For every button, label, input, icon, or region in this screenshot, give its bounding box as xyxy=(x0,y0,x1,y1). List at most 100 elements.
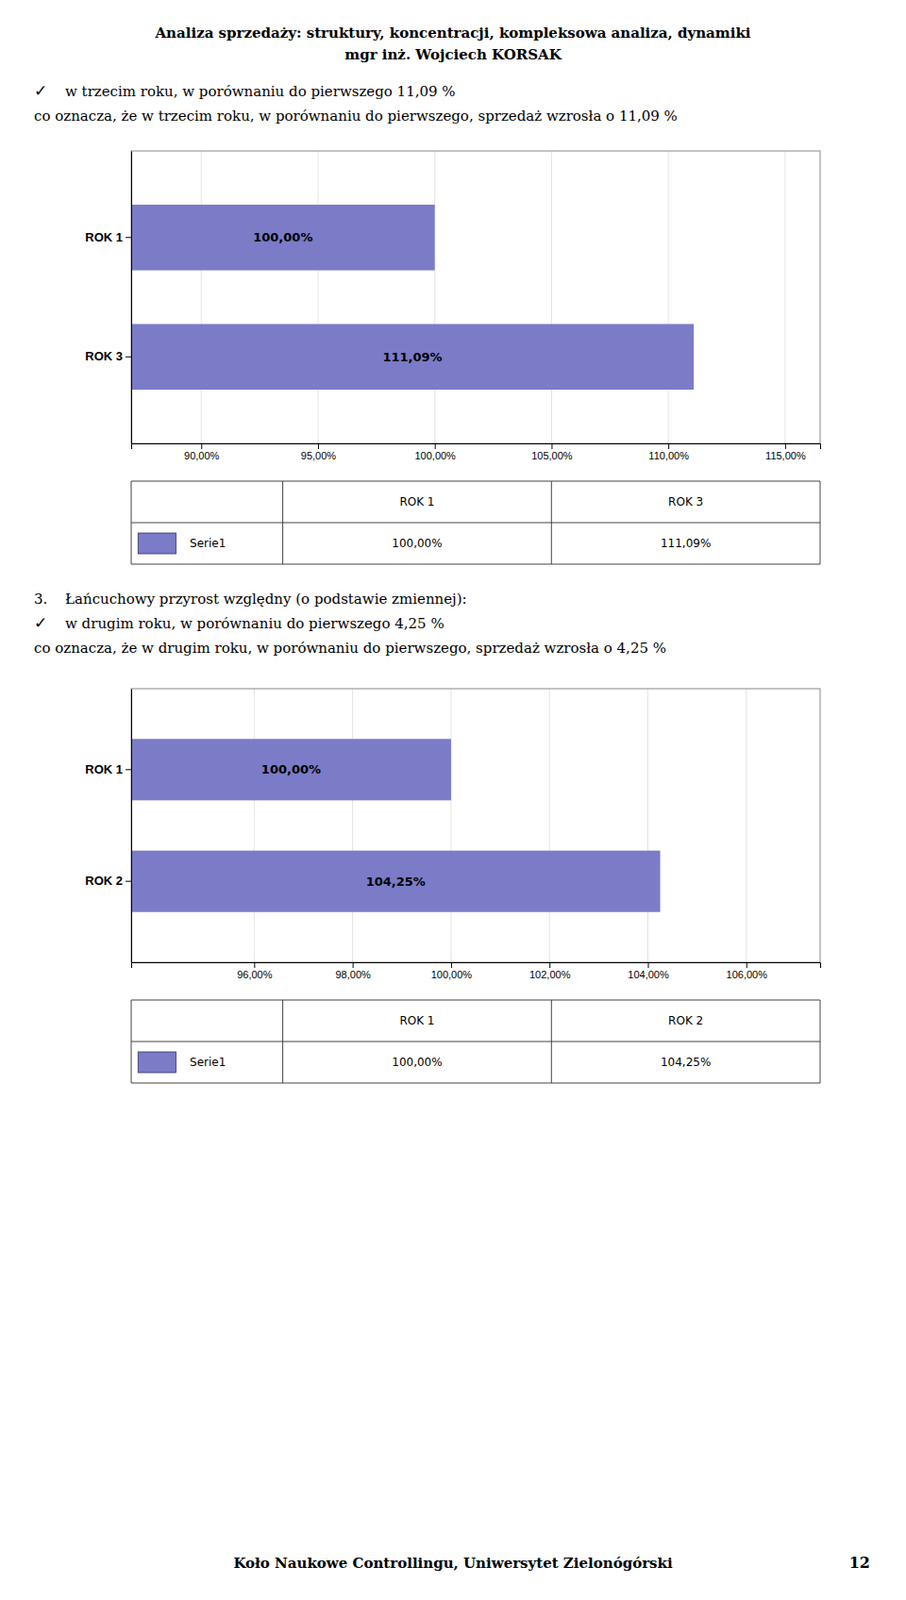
axis-domain xyxy=(132,963,822,970)
footer: Koło Naukowe Controllingu, Uniwersytet Z… xyxy=(233,1555,673,1573)
grid-line xyxy=(745,688,747,963)
legend-swatch xyxy=(137,1052,176,1074)
x-axis: 96,00% 98,00% 100,00% 102,00% 104,00% 106,00% xyxy=(132,962,822,981)
tick-mark xyxy=(352,962,354,969)
x-tick: 100,00% xyxy=(431,962,473,981)
grid xyxy=(253,688,746,963)
grid-line xyxy=(352,688,353,963)
x-axis: 90,00% 95,00% 100,00% 105,00% 110,00% 115,00% xyxy=(132,443,822,462)
x-tick: 110,00% xyxy=(648,443,689,462)
data-label: 111,09% xyxy=(382,350,442,365)
tick-label: 102,00% xyxy=(529,969,571,981)
bar xyxy=(131,323,694,390)
grid-line xyxy=(549,688,551,963)
plot-frame xyxy=(131,688,821,963)
legend-swatch xyxy=(137,533,176,554)
plot-frame xyxy=(131,151,821,444)
grid-line xyxy=(668,151,670,444)
tick-label: 90,00% xyxy=(184,450,220,462)
x-tick: 90,00% xyxy=(184,443,220,462)
grid-line xyxy=(317,151,319,444)
x-tick: 115,00% xyxy=(765,443,806,462)
tick-mark xyxy=(451,962,453,969)
legend-label: Serie1 xyxy=(189,1056,226,1070)
tick-label: 104,00% xyxy=(627,969,670,981)
bars xyxy=(131,204,694,390)
table-border xyxy=(551,1000,553,1084)
grid-line xyxy=(784,151,786,444)
tick-mark xyxy=(125,769,132,771)
table-border xyxy=(131,481,821,483)
legend-label: Serie1 xyxy=(189,536,226,551)
data-label: 104,25% xyxy=(366,874,426,890)
bar xyxy=(131,851,661,913)
x-tick: 105,00% xyxy=(531,443,573,462)
tick-mark xyxy=(551,443,553,450)
y-axis: ROK 2ROK 1 xyxy=(84,689,132,964)
x-tick: 95,00% xyxy=(301,443,337,462)
annotation: w drugim roku, w porównaniu do pierwszeg… xyxy=(65,615,445,633)
grid-line xyxy=(201,151,202,444)
tick-mark xyxy=(253,962,255,969)
annotation: ✓ xyxy=(33,613,48,633)
tick-label: 100,00% xyxy=(431,969,473,981)
table-border xyxy=(282,481,284,565)
subtitle: mgr inż. Wojciech KORSAK xyxy=(344,46,562,64)
tick-label: 105,00% xyxy=(531,450,573,462)
x-tick: 100,00% xyxy=(414,443,456,462)
table-border xyxy=(131,522,821,524)
y-axis: ROK 3 ROK 1 xyxy=(84,151,132,445)
tick-label: 95,00% xyxy=(301,450,337,462)
tick-mark xyxy=(549,962,551,969)
plot: 111,09%100,00% 90,00% 95,00% 100,00% 105,00%… xyxy=(84,151,821,462)
grid-line xyxy=(647,688,649,963)
annotation: 3. xyxy=(33,590,48,608)
table-border xyxy=(131,1083,821,1085)
x-tick: 102,00% xyxy=(529,962,571,981)
y-tick: ROK 1 xyxy=(84,230,132,245)
table-border xyxy=(131,1000,133,1084)
table-cell: 104,25% xyxy=(660,1056,711,1070)
table-border xyxy=(131,1041,821,1043)
table-header: ROK 1 xyxy=(399,1014,435,1028)
table-border xyxy=(282,1000,284,1084)
tick-mark xyxy=(785,443,787,450)
table-border xyxy=(551,481,553,565)
x-tick: 98,00% xyxy=(335,962,371,981)
annotation: w trzecim roku, w porównaniu do pierwsze… xyxy=(65,83,456,101)
tick-label: 100,00% xyxy=(414,450,456,462)
grid-line xyxy=(551,151,553,444)
table-cell: 100,00% xyxy=(391,536,442,551)
axis-domain xyxy=(131,689,133,964)
page-number: 12 xyxy=(849,1554,871,1573)
annotation: co oznacza, że w trzecim roku, w porówna… xyxy=(33,107,678,125)
table-border xyxy=(131,564,821,566)
tick-label: 106,00% xyxy=(726,969,769,981)
x-tick: 96,00% xyxy=(236,962,273,981)
page: Analiza sprzedaży: struktury, koncentrac… xyxy=(0,0,906,1600)
x-tick: 106,00% xyxy=(726,962,769,981)
table-border xyxy=(820,1000,822,1084)
grid-line xyxy=(253,688,255,963)
title: Analiza sprzedaży: struktury, koncentrac… xyxy=(153,24,751,42)
table-border xyxy=(131,1000,821,1002)
tick-label: ROK 3 xyxy=(84,349,123,364)
bar xyxy=(131,738,452,801)
data-table: ROK 1ROK 3Serie1100,00%111,09% xyxy=(131,481,821,565)
annotation: co oznacza, że w drugim roku, w porównan… xyxy=(33,639,667,657)
tick-mark xyxy=(125,881,132,883)
tick-mark xyxy=(668,443,670,450)
table-header: ROK 2 xyxy=(668,1014,704,1028)
tick-label: 115,00% xyxy=(765,450,806,462)
y-tick: ROK 1 xyxy=(84,762,132,777)
tick-label: ROK 1 xyxy=(84,762,123,777)
annotation: ✓ xyxy=(33,81,48,101)
data-labels: 111,09%100,00% xyxy=(252,230,442,365)
tick-mark xyxy=(201,443,202,450)
table-border xyxy=(820,481,822,565)
grid-line xyxy=(450,688,452,963)
grid-line xyxy=(434,151,436,444)
tick-label: ROK 1 xyxy=(84,230,123,245)
y-tick: ROK 3 xyxy=(84,349,132,364)
tick-label: 110,00% xyxy=(648,450,689,462)
